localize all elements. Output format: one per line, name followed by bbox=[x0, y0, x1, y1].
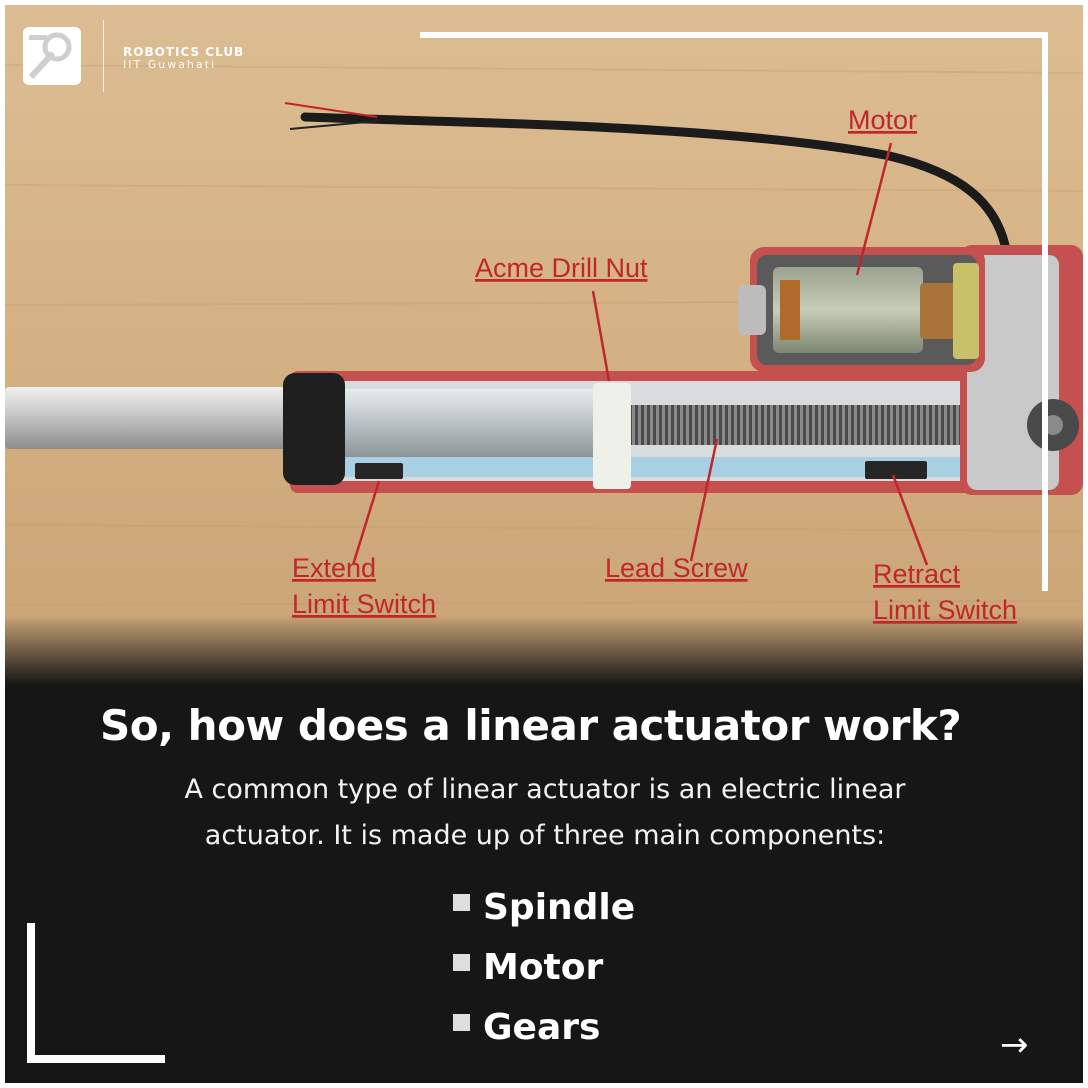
component-label: Motor bbox=[483, 946, 604, 988]
square-bullet-icon bbox=[453, 953, 470, 971]
robot-logo-icon bbox=[28, 32, 72, 80]
brand-name: ROBOTICS CLUB bbox=[123, 45, 245, 59]
info-panel bbox=[5, 685, 1083, 1083]
list-item: Motor bbox=[453, 937, 635, 997]
label-retract-line1: Retract bbox=[873, 559, 961, 589]
label-extend-line2: Limit Switch bbox=[292, 589, 436, 619]
list-item: Spindle bbox=[453, 877, 635, 937]
label-motor: Motor bbox=[848, 105, 917, 135]
label-extend-line1: Extend bbox=[292, 553, 376, 583]
label-acme-drill-nut: Acme Drill Nut bbox=[475, 253, 648, 283]
actuator-photo: Motor Acme Drill Nut Extend Limit Switch… bbox=[5, 5, 1083, 685]
label-retract-line2: Limit Switch bbox=[873, 595, 1017, 625]
label-lead-screw: Lead Screw bbox=[605, 553, 748, 583]
post-frame: Motor Acme Drill Nut Extend Limit Switch… bbox=[5, 5, 1083, 1083]
square-bullet-icon bbox=[453, 893, 470, 911]
corner-bracket bbox=[27, 923, 165, 1063]
brand-subtitle: IIT Guwahati bbox=[123, 58, 217, 71]
components-list: Spindle Motor Gears bbox=[453, 877, 635, 1057]
component-label: Spindle bbox=[483, 886, 636, 928]
square-bullet-icon bbox=[453, 1013, 470, 1031]
component-label: Gears bbox=[483, 1006, 601, 1048]
list-item: Gears bbox=[453, 997, 635, 1057]
logo-divider bbox=[103, 20, 104, 92]
page-title: So, how does a linear actuator work? bbox=[100, 701, 962, 750]
club-logo bbox=[23, 27, 81, 85]
description-text: A common type of linear actuator is an e… bbox=[184, 774, 906, 851]
next-arrow-icon[interactable]: → bbox=[1000, 1025, 1029, 1065]
